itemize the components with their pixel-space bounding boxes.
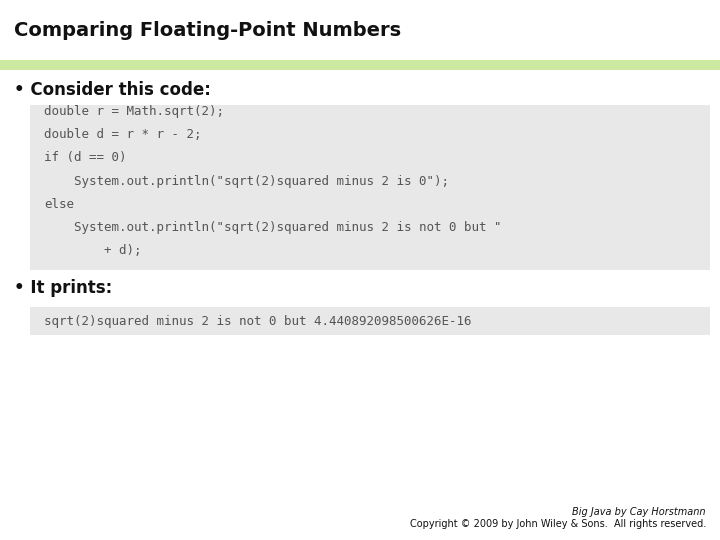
Bar [30, 105, 710, 270]
Text: Big Java by Cay Horstmann: Big Java by Cay Horstmann [572, 507, 706, 517]
Bar [0, 60, 720, 70]
Text: • It prints:: • It prints: [14, 279, 112, 297]
Text: + d);: + d); [44, 244, 142, 256]
Text: System.out.println("sqrt(2)squared minus 2 is not 0 but ": System.out.println("sqrt(2)squared minus… [44, 220, 502, 233]
Text: double d = r * r - 2;: double d = r * r - 2; [44, 129, 202, 141]
Text: System.out.println("sqrt(2)squared minus 2 is 0");: System.out.println("sqrt(2)squared minus… [44, 174, 449, 187]
Text: • Consider this code:: • Consider this code: [14, 81, 211, 99]
Text: Copyright © 2009 by John Wiley & Sons.  All rights reserved.: Copyright © 2009 by John Wiley & Sons. A… [410, 519, 706, 529]
Text: Comparing Floating-Point Numbers: Comparing Floating-Point Numbers [14, 21, 401, 39]
Text: else: else [44, 198, 74, 211]
Text: if (d == 0): if (d == 0) [44, 152, 127, 165]
Bar [30, 307, 710, 335]
Text: double r = Math.sqrt(2);: double r = Math.sqrt(2); [44, 105, 224, 118]
Text: sqrt(2)squared minus 2 is not 0 but 4.440892098500626E-16: sqrt(2)squared minus 2 is not 0 but 4.44… [44, 314, 472, 327]
